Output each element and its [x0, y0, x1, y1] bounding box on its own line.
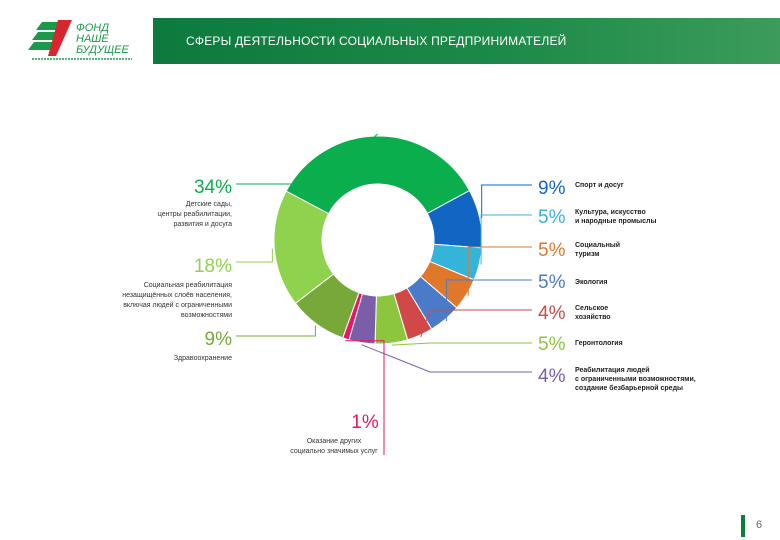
pct-label-culture: 5% — [538, 207, 566, 228]
page-title: СФЕРЫ ДЕЯТЕЛЬНОСТИ СОЦИАЛЬНЫХ ПРЕДПРИНИМ… — [186, 34, 567, 48]
caption-culture-1: Культура, искусство — [575, 209, 646, 216]
caption-health-1: Здравоохранение — [174, 355, 232, 362]
logo-red-stroke — [48, 20, 72, 56]
caption-kindergartens-2: центры реабилитации, — [158, 210, 232, 218]
pct-label-gerontology: 5% — [538, 334, 566, 355]
leader-line-1 — [481, 184, 532, 218]
leader-lines — [236, 133, 532, 455]
pct-label-tourism: 5% — [538, 240, 566, 261]
caption-social-4: возможностями — [181, 312, 232, 319]
leader-line-9 — [236, 325, 316, 337]
leader-line-4 — [445, 279, 532, 321]
caption-agriculture-1: Сельское — [575, 305, 608, 312]
pct-label-social: 18% — [194, 256, 232, 277]
pct-label-sport: 9% — [538, 178, 566, 199]
caption-kindergartens-1: Детские сады, — [186, 201, 232, 208]
logo-mark — [28, 20, 72, 56]
caption-social-3: включая людей с ограниченными — [123, 301, 232, 309]
page-number-bar — [741, 515, 745, 537]
logo-text-1: ФОНД — [76, 22, 109, 34]
caption-kindergartens-3: развития и досуга — [173, 221, 232, 228]
caption-tourism-1: Социальный — [575, 241, 620, 249]
caption-social-1: Социальная реабилитация — [144, 281, 233, 289]
caption-disabled-2: с ограниченными возможностями, — [575, 376, 696, 383]
leader-line-8 — [345, 340, 385, 455]
pct-label-agriculture: 4% — [538, 303, 566, 324]
donut-slices — [273, 135, 483, 345]
caption-social-2: незащищённых слоёв населения, — [122, 292, 232, 299]
logo-text-2: НАШЕ — [76, 33, 109, 45]
caption-tourism-2: туризм — [575, 251, 599, 258]
leader-line-0 — [236, 133, 378, 185]
leader-line-5 — [420, 309, 532, 338]
caption-other-2: социально значимых услуг — [290, 448, 378, 455]
fond-nashe-budushchee-logo: ФОНД НАШЕ БУДУЩЕЕ — [28, 20, 132, 60]
caption-agriculture-2: хозяйство — [575, 313, 611, 321]
leader-line-10 — [236, 248, 273, 263]
logo-text-3: БУДУЩЕЕ — [76, 44, 129, 56]
page-number: 6 — [756, 519, 763, 531]
caption-disabled-1: Реабилитация людей — [575, 366, 650, 374]
pct-label-other: 1% — [351, 412, 379, 433]
header-bar — [153, 18, 780, 64]
caption-ecology-1: Экология — [575, 279, 607, 286]
caption-culture-2: и народные промыслы — [575, 218, 656, 225]
pct-label-disabled: 4% — [538, 366, 566, 387]
leader-line-6 — [391, 342, 532, 346]
pct-label-ecology: 5% — [538, 272, 566, 293]
pct-label-kindergartens: 34% — [194, 177, 232, 198]
donut-slice-10 — [273, 190, 335, 304]
caption-sport-1: Спорт и досуг — [575, 182, 624, 189]
pct-label-health: 9% — [205, 329, 233, 350]
leader-line-7 — [361, 344, 532, 373]
donut-slice-0 — [285, 135, 471, 215]
caption-disabled-3: создание безбарьерной среды — [575, 384, 683, 392]
leader-line-3 — [467, 246, 532, 296]
caption-gerontology-1: Геронтология — [575, 340, 623, 347]
leader-line-2 — [480, 214, 532, 265]
caption-other-1: Оказание других — [307, 438, 362, 445]
